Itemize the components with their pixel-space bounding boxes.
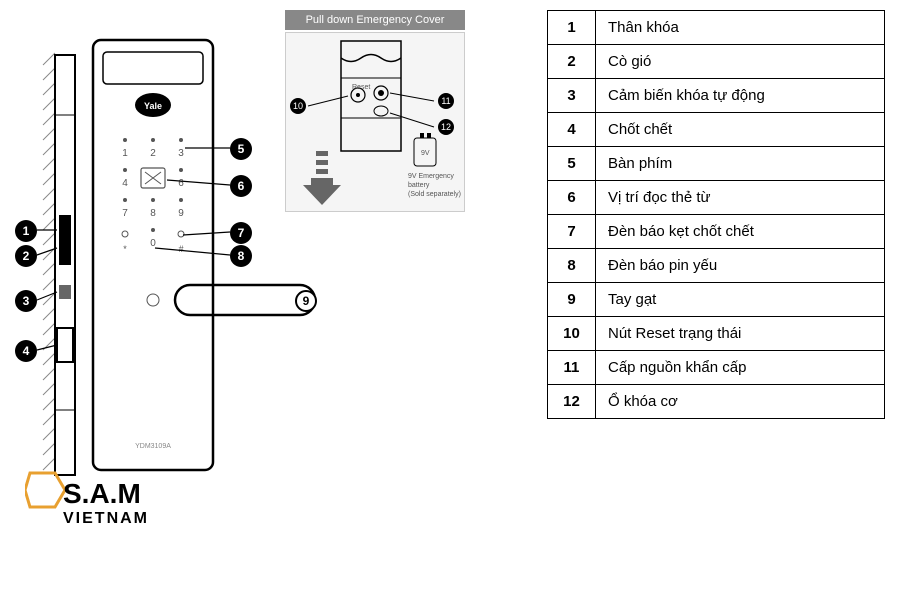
part-description: Cấp nguồn khẩn cấp — [595, 351, 884, 385]
part-description: Thân khóa — [595, 11, 884, 45]
part-description: Cảm biến khóa tự động — [595, 79, 884, 113]
handle — [175, 285, 315, 315]
part-description: Nút Reset trạng thái — [595, 317, 884, 351]
table-row: 8Đèn báo pin yếu — [547, 249, 884, 283]
svg-text:4: 4 — [122, 178, 128, 189]
latch-sensor — [59, 285, 71, 299]
diagram-area: Pull down Emergency Cover 9V Reset 9V Em… — [15, 10, 532, 550]
svg-text:9V: 9V — [421, 150, 430, 157]
part-description: Đèn báo kẹt chốt chết — [595, 215, 884, 249]
table-row: 10Nút Reset trạng thái — [547, 317, 884, 351]
callout-badge-6: 6 — [230, 175, 252, 197]
callout-badge-9: 9 — [295, 290, 317, 312]
svg-text:S.A.M: S.A.M — [63, 478, 141, 509]
door-hatch — [43, 53, 55, 470]
svg-text:1: 1 — [122, 148, 128, 159]
table-row: 6Vị trí đọc thẻ từ — [547, 181, 884, 215]
svg-text:Yale: Yale — [144, 101, 162, 111]
part-number: 12 — [547, 385, 595, 419]
callout-badge-8: 8 — [230, 245, 252, 267]
table-row: 11Cấp nguồn khẩn cấp — [547, 351, 884, 385]
svg-text:#: # — [178, 244, 183, 254]
callout-badge-5: 5 — [230, 138, 252, 160]
table-row: 9Tay gạt — [547, 283, 884, 317]
callout-badge-12: 12 — [438, 119, 454, 135]
parts-table: 1Thân khóa2Cò gió3Cảm biến khóa tự động4… — [547, 10, 885, 419]
callout-badge-7: 7 — [230, 222, 252, 244]
svg-text:0: 0 — [150, 238, 156, 249]
part-number: 1 — [547, 11, 595, 45]
deadbolt-slot — [57, 328, 73, 362]
part-description: Ổ khóa cơ — [595, 385, 884, 419]
table-row: 2Cò gió — [547, 45, 884, 79]
svg-text:9: 9 — [178, 208, 184, 219]
emergency-cover-header: Pull down Emergency Cover — [285, 10, 465, 30]
keypad: 1 2 3 4 6 7 8 9 0 — [122, 138, 184, 249]
sam-logo: S.A.M VIETNAM — [25, 465, 175, 540]
svg-text:8: 8 — [150, 208, 156, 219]
part-number: 5 — [547, 147, 595, 181]
callout-badge-3: 3 — [15, 290, 37, 312]
svg-text:battery: battery — [408, 182, 430, 189]
part-number: 7 — [547, 215, 595, 249]
lock-main-diagram: Yale 1 2 3 4 6 7 8 9 0 * # YDM3109A 1 2 3 4… — [15, 30, 275, 530]
svg-text:(Sold separately): (Sold separately) — [408, 191, 461, 198]
table-row: 3Cảm biến khóa tự động — [547, 79, 884, 113]
part-number: 2 — [547, 45, 595, 79]
table-row: 12Ổ khóa cơ — [547, 385, 884, 419]
svg-text:6: 6 — [178, 178, 184, 189]
table-row: 4Chốt chết — [547, 113, 884, 147]
svg-text:7: 7 — [122, 208, 128, 219]
part-description: Cò gió — [595, 45, 884, 79]
part-number: 8 — [547, 249, 595, 283]
part-number: 4 — [547, 113, 595, 147]
svg-text:9V Emergency: 9V Emergency — [408, 173, 454, 180]
table-row: 5Bàn phím — [547, 147, 884, 181]
part-description: Tay gạt — [595, 283, 884, 317]
callout-badge-4: 4 — [15, 340, 37, 362]
part-number: 9 — [547, 283, 595, 317]
svg-text:*: * — [123, 244, 127, 254]
svg-text:3: 3 — [178, 148, 184, 159]
part-description: Đèn báo pin yếu — [595, 249, 884, 283]
part-number: 10 — [547, 317, 595, 351]
table-row: 1Thân khóa — [547, 11, 884, 45]
table-row: 7Đèn báo kẹt chốt chết — [547, 215, 884, 249]
callout-badge-11: 11 — [438, 93, 454, 109]
latch-1 — [59, 215, 71, 265]
svg-text:Reset: Reset — [352, 84, 370, 91]
part-number: 6 — [547, 181, 595, 215]
part-number: 3 — [547, 79, 595, 113]
callout-badge-2: 2 — [15, 245, 37, 267]
svg-text:2: 2 — [150, 148, 156, 159]
callout-badge-1: 1 — [15, 220, 37, 242]
part-description: Bàn phím — [595, 147, 884, 181]
svg-text:YDM3109A: YDM3109A — [135, 443, 171, 450]
part-description: Vị trí đọc thẻ từ — [595, 181, 884, 215]
svg-text:VIETNAM: VIETNAM — [63, 510, 149, 527]
part-description: Chốt chết — [595, 113, 884, 147]
part-number: 11 — [547, 351, 595, 385]
